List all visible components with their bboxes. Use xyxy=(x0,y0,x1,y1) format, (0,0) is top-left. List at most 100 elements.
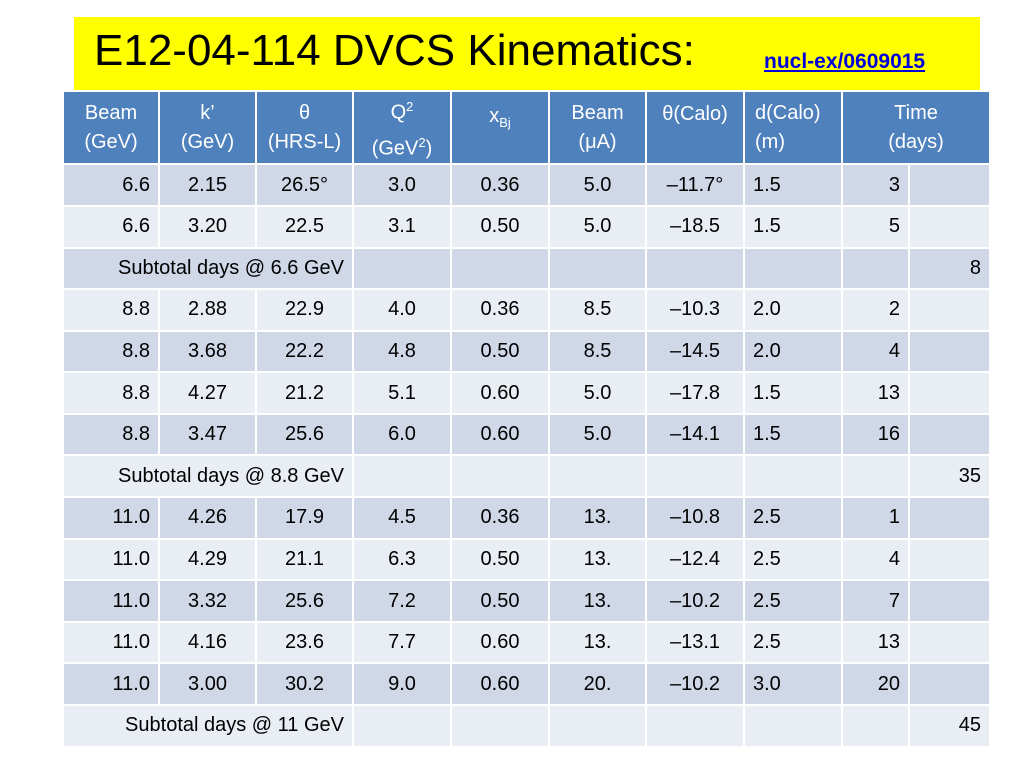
cell-time: 7 xyxy=(841,579,910,623)
cell-theta-calo: –17.8 xyxy=(645,371,745,415)
cell-time: 13 xyxy=(841,371,910,415)
empty-cell xyxy=(907,537,992,582)
cell-d-calo: 3.0 xyxy=(743,662,843,707)
cell-time: 4 xyxy=(841,329,910,374)
subtotal-value: 45 xyxy=(907,704,992,748)
cell-theta-calo: –11.7° xyxy=(645,163,745,207)
empty-cell xyxy=(450,454,550,499)
cell-d-calo: 2.5 xyxy=(743,496,843,540)
cell-beam-current: 13. xyxy=(548,579,647,623)
cell-theta: 30.2 xyxy=(255,662,354,707)
empty-cell xyxy=(645,704,745,748)
cell-theta: 17.9 xyxy=(255,496,354,540)
empty-cell xyxy=(352,454,452,499)
reference-link[interactable]: nucl-ex/0609015 xyxy=(764,50,926,73)
col-header-time: Time (days) xyxy=(840,89,992,166)
col-header-theta-calo: θ(Calo) xyxy=(645,89,745,166)
cell-beam-current: 5.0 xyxy=(548,163,647,207)
cell-kprime: 3.47 xyxy=(158,412,257,457)
empty-cell xyxy=(841,704,910,748)
cell-q2: 9.0 xyxy=(352,662,452,707)
header-row: Beam (GeV) k’ (GeV) θ (HRS-L) Q2 (GeV2) xBj … xyxy=(62,89,992,166)
cell-beam-energy: 6.6 xyxy=(62,204,160,249)
cell-xbj: 0.36 xyxy=(450,163,550,207)
cell-beam-energy: 11.0 xyxy=(62,662,160,707)
empty-cell xyxy=(907,371,992,415)
empty-cell xyxy=(352,246,452,291)
cell-d-calo: 1.5 xyxy=(743,163,843,207)
cell-xbj: 0.50 xyxy=(450,204,550,249)
col-header-beam-energy: Beam (GeV) xyxy=(62,89,160,166)
cell-beam-energy: 6.6 xyxy=(62,163,160,207)
empty-cell xyxy=(841,246,910,291)
empty-cell xyxy=(743,454,843,499)
page-title: E12-04-114 DVCS Kinematics: xyxy=(94,26,695,75)
cell-beam-energy: 11.0 xyxy=(62,496,160,540)
empty-cell xyxy=(645,454,745,499)
col-header-q2: Q2 (GeV2) xyxy=(352,89,452,166)
table-row: 11.0 3.32 25.6 7.2 0.50 13. –10.2 2.5 7 xyxy=(62,579,992,623)
cell-time: 3 xyxy=(841,163,910,207)
col-header-kprime: k’ (GeV) xyxy=(158,89,257,166)
cell-beam-current: 8.5 xyxy=(548,329,647,374)
table-row: 8.8 4.27 21.2 5.1 0.60 5.0 –17.8 1.5 13 xyxy=(62,371,992,415)
cell-d-calo: 2.5 xyxy=(743,579,843,623)
cell-d-calo: 2.5 xyxy=(743,620,843,665)
cell-theta: 23.6 xyxy=(255,620,354,665)
cell-beam-energy: 8.8 xyxy=(62,288,160,332)
cell-theta-calo: –14.1 xyxy=(645,412,745,457)
cell-xbj: 0.60 xyxy=(450,662,550,707)
cell-time: 4 xyxy=(841,537,910,582)
cell-beam-energy: 11.0 xyxy=(62,579,160,623)
table-row: 11.0 3.00 30.2 9.0 0.60 20. –10.2 3.0 20 xyxy=(62,662,992,707)
cell-theta-calo: –10.3 xyxy=(645,288,745,332)
empty-cell xyxy=(841,454,910,499)
cell-beam-energy: 8.8 xyxy=(62,412,160,457)
subtotal-row: Subtotal days @ 6.6 GeV 8 xyxy=(62,246,992,291)
cell-theta-calo: –18.5 xyxy=(645,204,745,249)
empty-cell xyxy=(548,704,647,748)
empty-cell xyxy=(907,620,992,665)
cell-q2: 3.1 xyxy=(352,204,452,249)
cell-theta: 22.9 xyxy=(255,288,354,332)
subtotal-row: Subtotal days @ 8.8 GeV 35 xyxy=(62,454,992,499)
subtotal-value: 35 xyxy=(907,454,992,499)
cell-theta-calo: –10.2 xyxy=(645,662,745,707)
title-banner: E12-04-114 DVCS Kinematics: nucl-ex/0609… xyxy=(74,17,980,90)
empty-cell xyxy=(907,163,992,207)
empty-cell xyxy=(743,704,843,748)
cell-beam-current: 5.0 xyxy=(548,412,647,457)
cell-kprime: 2.88 xyxy=(158,288,257,332)
cell-kprime: 3.20 xyxy=(158,204,257,249)
cell-d-calo: 1.5 xyxy=(743,371,843,415)
cell-kprime: 3.68 xyxy=(158,329,257,374)
cell-theta-calo: –12.4 xyxy=(645,537,745,582)
cell-q2: 4.8 xyxy=(352,329,452,374)
subtotal-value: 8 xyxy=(907,246,992,291)
cell-beam-current: 5.0 xyxy=(548,371,647,415)
cell-xbj: 0.60 xyxy=(450,412,550,457)
subtotal-row: Subtotal days @ 11 GeV 45 xyxy=(62,704,992,748)
table-row: 8.8 3.47 25.6 6.0 0.60 5.0 –14.1 1.5 16 xyxy=(62,412,992,457)
cell-q2: 3.0 xyxy=(352,163,452,207)
empty-cell xyxy=(450,246,550,291)
cell-theta-calo: –10.2 xyxy=(645,579,745,623)
cell-q2: 6.3 xyxy=(352,537,452,582)
cell-kprime: 3.00 xyxy=(158,662,257,707)
empty-cell xyxy=(548,454,647,499)
cell-time: 1 xyxy=(841,496,910,540)
cell-beam-current: 20. xyxy=(548,662,647,707)
empty-cell xyxy=(450,704,550,748)
cell-theta: 25.6 xyxy=(255,579,354,623)
cell-kprime: 4.27 xyxy=(158,371,257,415)
empty-cell xyxy=(907,412,992,457)
kinematics-table: Beam (GeV) k’ (GeV) θ (HRS-L) Q2 (GeV2) xBj … xyxy=(62,89,992,748)
table-row: 8.8 2.88 22.9 4.0 0.36 8.5 –10.3 2.0 2 xyxy=(62,288,992,332)
cell-xbj: 0.36 xyxy=(450,288,550,332)
cell-xbj: 0.50 xyxy=(450,329,550,374)
cell-d-calo: 2.0 xyxy=(743,288,843,332)
cell-theta-calo: –14.5 xyxy=(645,329,745,374)
cell-xbj: 0.50 xyxy=(450,537,550,582)
empty-cell xyxy=(743,246,843,291)
empty-cell xyxy=(907,496,992,540)
